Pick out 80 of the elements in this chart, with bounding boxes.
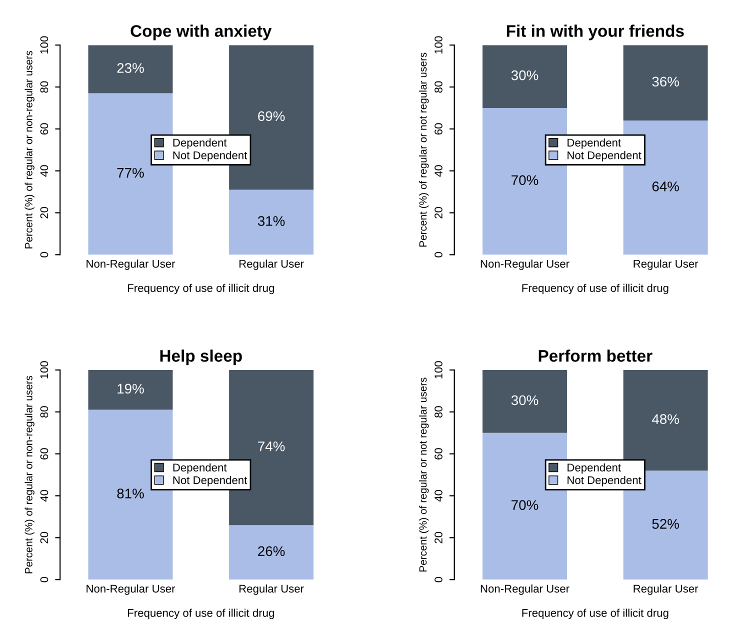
data-label: 69%: [258, 111, 285, 122]
y-tick-label: 0: [40, 576, 48, 582]
y-tick-label: 60: [434, 448, 442, 460]
bar: [482, 45, 568, 108]
y-tick-label: 100: [434, 361, 442, 378]
y-tick-label: 20: [40, 532, 48, 544]
data-label: 74%: [258, 441, 285, 452]
x-tick-label: Non-Regular User: [480, 260, 570, 270]
y-tick-label: 40: [434, 165, 442, 177]
legend-label: Not Dependent: [568, 476, 642, 486]
y-tick-label: 0: [434, 576, 442, 582]
y-tick-label: 100: [40, 361, 48, 378]
data-label: 19%: [118, 384, 144, 394]
chart-title: Perform better: [538, 350, 652, 362]
chart-title: Cope with anxiety: [130, 24, 272, 40]
bar: [482, 432, 568, 580]
bar: [229, 525, 314, 580]
x-tick-label: Non-Regular User: [86, 260, 176, 270]
bar: [88, 370, 173, 410]
x-tick-label: Regular User: [239, 260, 304, 270]
legend-label: Dependent: [568, 138, 621, 149]
bar: [482, 108, 568, 255]
data-label: 64%: [652, 182, 679, 192]
y-tick-label: 80: [434, 406, 442, 418]
legend-label: Dependent: [173, 138, 227, 149]
data-label: 30%: [511, 70, 538, 80]
data-label: 26%: [258, 546, 285, 556]
y-tick-label: 20: [434, 207, 442, 218]
x-axis-title: Frequency of use of illicit drug: [522, 608, 668, 620]
bar: [88, 45, 173, 94]
y-axis-title: Percent (%) of regular or not regular users: [419, 378, 429, 572]
bar: [88, 93, 173, 255]
data-label: 36%: [652, 76, 679, 87]
bar: [623, 45, 708, 121]
y-tick-label: 100: [40, 36, 48, 54]
bar: [482, 370, 568, 433]
data-label: 81%: [117, 488, 144, 498]
data-label: 30%: [511, 395, 538, 406]
x-tick-label: Regular User: [239, 584, 304, 595]
data-label: 52%: [652, 518, 679, 529]
y-tick-label: 60: [40, 123, 48, 135]
bar: [88, 410, 173, 580]
data-label: 23%: [117, 63, 144, 73]
y-axis-title: Percent (%) of regular or non-regular users: [24, 50, 34, 248]
x-axis-title: Frequency of use of illicit drug: [128, 608, 274, 620]
bar: [623, 370, 708, 471]
legend-label: Dependent: [568, 463, 621, 474]
y-axis-title: Percent (%) of regular or not regular users: [419, 52, 429, 247]
y-tick-label: 60: [434, 123, 442, 135]
y-tick-label: 80: [40, 406, 48, 418]
data-label: 31%: [258, 216, 285, 226]
legend-label: Dependent: [173, 463, 227, 474]
x-tick-label: Regular User: [634, 584, 698, 595]
y-tick-label: 80: [434, 81, 442, 93]
y-tick-label: 40: [40, 490, 48, 502]
y-tick-label: 20: [434, 532, 442, 544]
x-tick-label: Regular User: [634, 260, 698, 270]
y-axis-title: Percent (%) of regular or non-regular users: [24, 376, 34, 574]
x-axis-title: Frequency of use of illicit drug: [522, 284, 668, 294]
y-tick-label: 20: [40, 207, 48, 218]
data-label: 70%: [512, 500, 538, 510]
legend-label: Not Dependent: [173, 151, 248, 162]
x-tick-label: Non-Regular User: [86, 584, 176, 595]
legend-label: Not Dependent: [568, 151, 642, 162]
y-tick-label: 40: [434, 490, 442, 502]
x-axis-title: Frequency of use of illicit drug: [128, 284, 274, 294]
chart-title: Help sleep: [160, 350, 242, 366]
data-label: 70%: [512, 175, 538, 186]
data-label: 48%: [652, 414, 679, 424]
chart-title: Fit in with your friends: [506, 24, 684, 40]
y-tick-label: 100: [434, 36, 442, 54]
y-tick-label: 0: [40, 252, 48, 258]
y-tick-label: 0: [434, 252, 442, 258]
data-label: 77%: [117, 168, 144, 178]
legend-label: Not Dependent: [173, 476, 248, 486]
y-tick-label: 40: [40, 165, 48, 177]
y-tick-label: 80: [40, 81, 48, 93]
x-tick-label: Non-Regular User: [480, 584, 570, 595]
y-tick-label: 60: [40, 448, 48, 460]
bar: [229, 190, 314, 255]
